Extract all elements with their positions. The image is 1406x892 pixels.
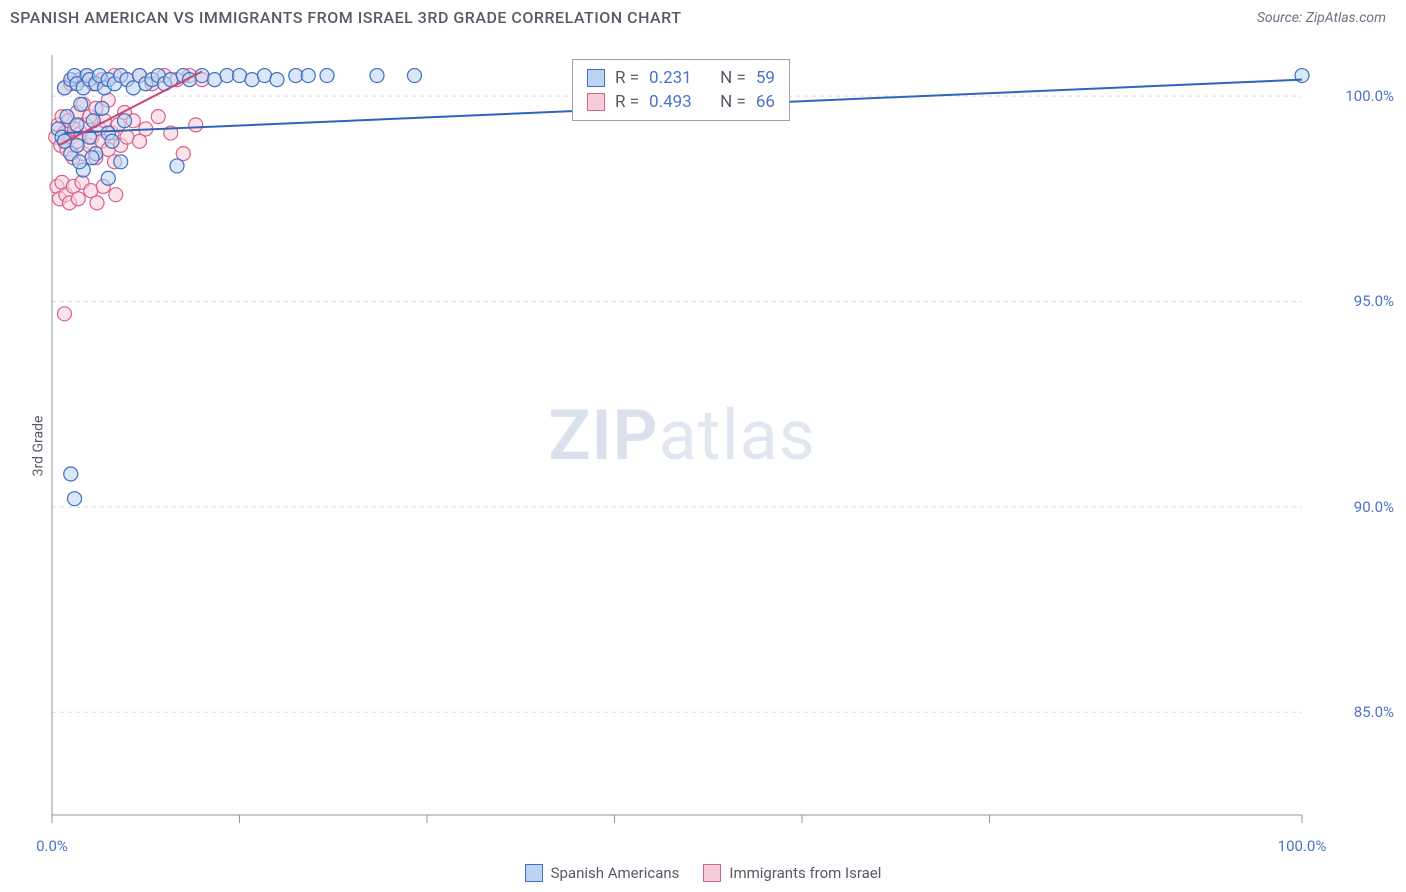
legend-swatch bbox=[703, 864, 721, 882]
correlation-stats-box: R = 0.231 N = 59R = 0.493 N = 66 bbox=[572, 59, 790, 121]
x-tick-label: 100.0% bbox=[1278, 837, 1327, 855]
y-tick-label: 100.0% bbox=[1345, 87, 1394, 105]
y-tick-label: 90.0% bbox=[1354, 498, 1394, 516]
series-swatch bbox=[587, 93, 605, 111]
y-tick-label: 85.0% bbox=[1354, 703, 1394, 721]
chart-area: ZIPatlas R = 0.231 N = 59R = 0.493 N = 6… bbox=[42, 45, 1322, 827]
chart-title: SPANISH AMERICAN VS IMMIGRANTS FROM ISRA… bbox=[10, 8, 681, 27]
y-tick-label: 95.0% bbox=[1354, 292, 1394, 310]
stat-row: R = 0.231 N = 59 bbox=[587, 66, 775, 90]
legend-label: Immigrants from Israel bbox=[729, 864, 881, 882]
source-label: Source: ZipAtlas.com bbox=[1257, 10, 1386, 26]
stat-row: R = 0.493 N = 66 bbox=[587, 90, 775, 114]
legend: Spanish Americans Immigrants from Israel bbox=[0, 864, 1406, 886]
scatter-chart bbox=[42, 45, 1322, 827]
legend-label: Spanish Americans bbox=[551, 864, 680, 882]
legend-item: Immigrants from Israel bbox=[703, 864, 881, 882]
series-swatch bbox=[587, 69, 605, 87]
x-tick-label: 0.0% bbox=[36, 837, 68, 855]
legend-swatch bbox=[525, 864, 543, 882]
legend-item: Spanish Americans bbox=[525, 864, 680, 882]
